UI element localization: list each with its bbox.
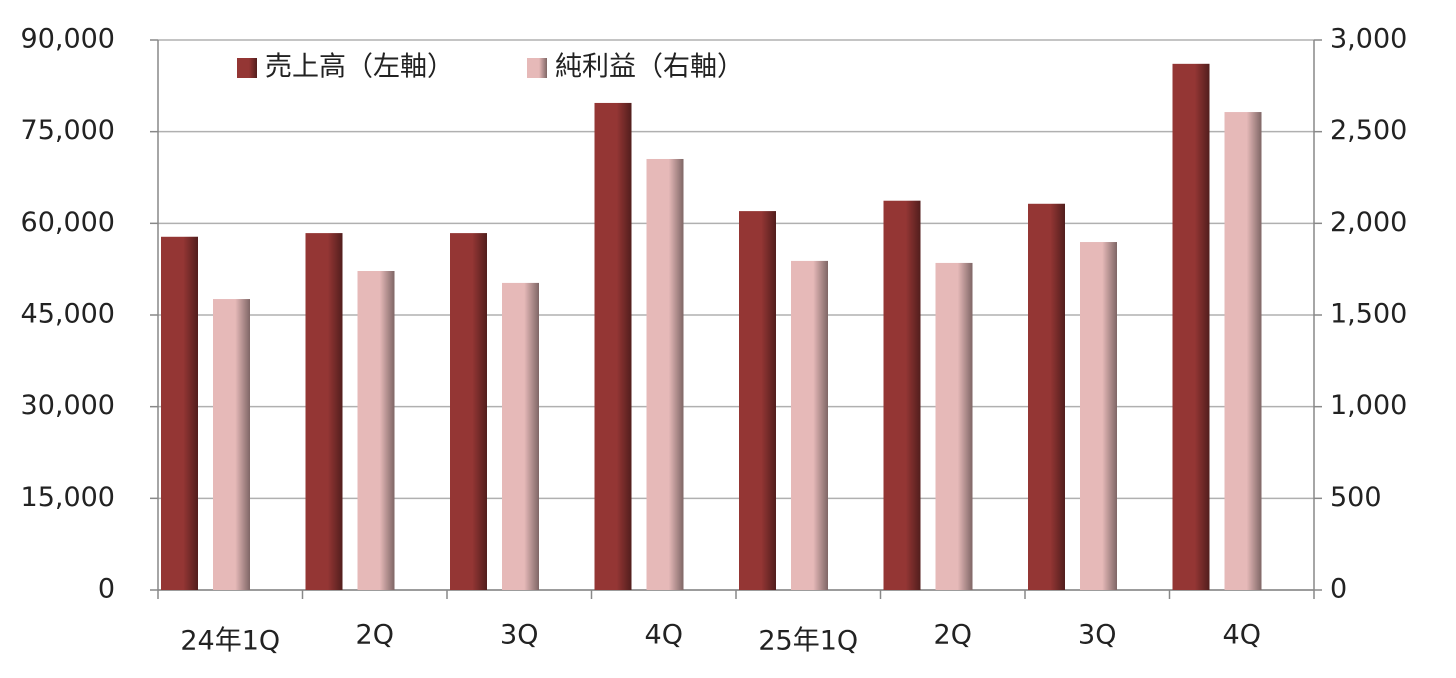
y-tick-label: 75,000 xyxy=(21,115,115,146)
y2-tick-label: 500 xyxy=(1330,482,1382,513)
legend-swatch-shade xyxy=(237,58,257,78)
y-tick-label: 60,000 xyxy=(21,207,115,238)
y-tick-label: 15,000 xyxy=(21,482,115,513)
y2-tick-label: 2,500 xyxy=(1330,115,1407,146)
bar-shade xyxy=(594,102,632,590)
bar-shade xyxy=(1028,203,1065,590)
x-tick-label: 24年1Q xyxy=(180,626,280,657)
y2-tick-label: 2,000 xyxy=(1330,207,1407,238)
legend-label: 純利益（右軸） xyxy=(555,52,744,83)
bar-shade xyxy=(161,236,198,590)
y-tick-label: 30,000 xyxy=(21,390,115,421)
y2-tick-label: 0 xyxy=(1330,574,1347,605)
bar-shade xyxy=(213,299,250,590)
x-tick-label: 4Q xyxy=(645,620,683,651)
legend-label: 売上高（左軸） xyxy=(265,52,454,83)
bar-shade xyxy=(883,200,921,590)
legend-swatch-shade xyxy=(527,58,547,78)
y-tick-label: 0 xyxy=(98,574,115,605)
x-tick-label: 3Q xyxy=(500,620,538,651)
x-tick-label: 2Q xyxy=(356,620,394,651)
bar-shade xyxy=(305,233,343,590)
y-tick-label: 90,000 xyxy=(21,24,115,55)
bar-shade xyxy=(1224,112,1262,591)
bar-shade xyxy=(646,158,684,590)
bar-shade xyxy=(1080,242,1117,591)
y2-tick-label: 1,500 xyxy=(1330,299,1407,330)
y2-tick-label: 1,000 xyxy=(1330,390,1407,421)
bar-shade xyxy=(450,233,487,590)
x-tick-label: 25年1Q xyxy=(758,626,858,657)
x-tick-label: 3Q xyxy=(1078,620,1116,651)
bar-shade xyxy=(357,271,395,590)
x-tick-label: 2Q xyxy=(934,620,972,651)
bar-shade xyxy=(1172,63,1210,591)
x-tick-label: 4Q xyxy=(1223,620,1261,651)
bar-shade xyxy=(739,211,776,590)
bar-shade xyxy=(502,282,539,590)
y-tick-label: 45,000 xyxy=(21,299,115,330)
bar-shade xyxy=(935,262,973,590)
y2-tick-label: 3,000 xyxy=(1330,24,1407,55)
bar-shade xyxy=(791,260,828,590)
